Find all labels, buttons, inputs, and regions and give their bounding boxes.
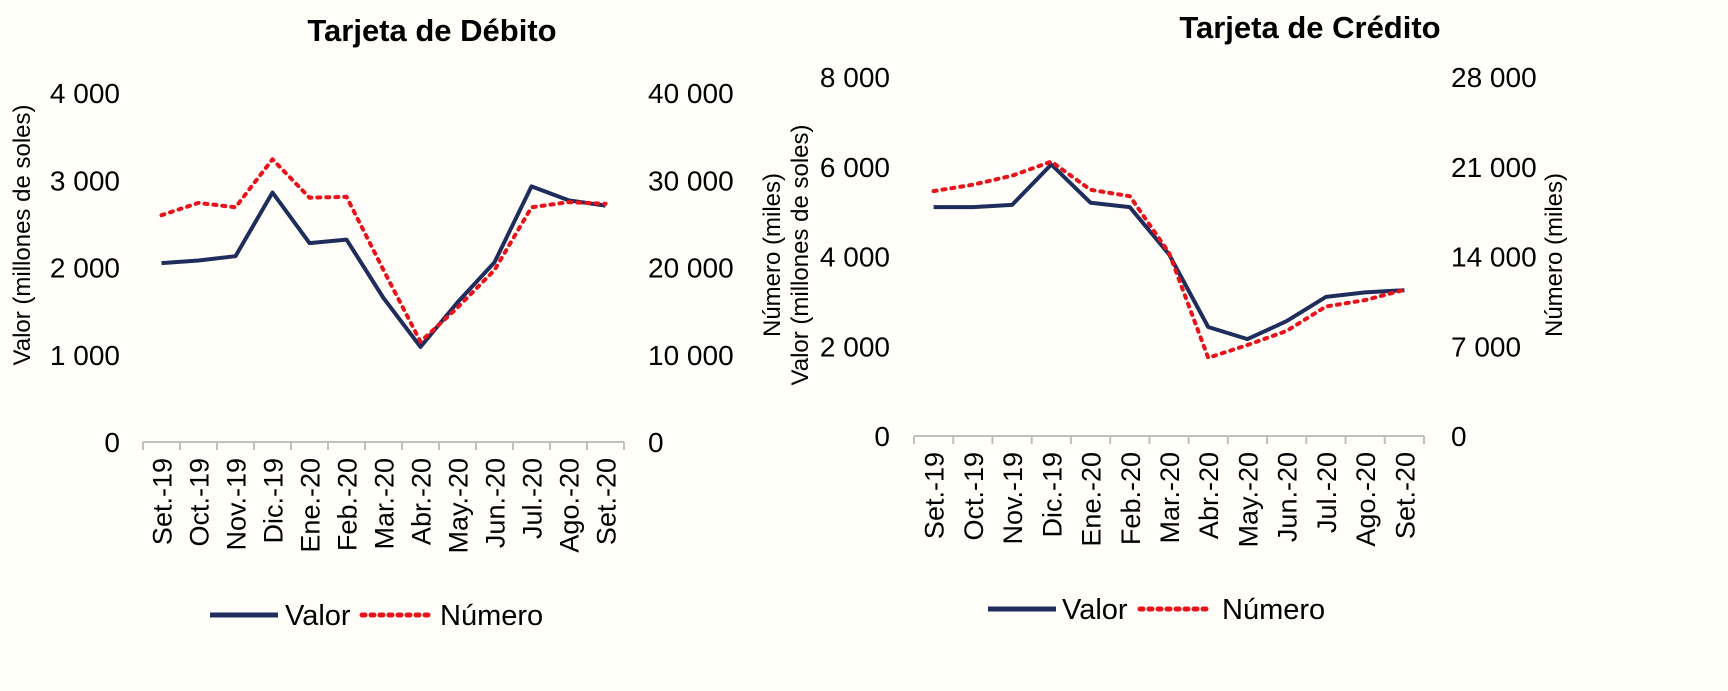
x-tick-label: Ene.-20: [1077, 452, 1107, 547]
y-tick-label: 6 000: [820, 152, 890, 183]
x-tick-label: Mar.-20: [1155, 452, 1185, 544]
y2-tick-label: 0: [648, 427, 664, 458]
x-tick-label: May.-20: [1233, 452, 1263, 548]
x-tick-label: Nov.-19: [998, 452, 1028, 545]
y2-tick-label: 28 000: [1451, 62, 1537, 93]
x-tick-label: Abr.-20: [1194, 452, 1224, 539]
x-tick-label: Jul.-20: [1312, 452, 1342, 533]
x-tick-label: Nov.-19: [222, 458, 252, 551]
y-tick-label: 4 000: [50, 78, 120, 109]
x-tick-label: Feb.-20: [333, 458, 363, 551]
x-tick-label: Abr.-20: [407, 458, 437, 545]
x-tick-label: Mar.-20: [370, 458, 400, 550]
x-tick-label: Ene.-20: [296, 458, 326, 553]
y2-tick-label: 14 000: [1451, 242, 1537, 273]
y2-tick-label: 0: [1451, 421, 1467, 452]
chart-title: Tarjeta de Crédito: [1179, 10, 1440, 45]
x-tick-label: Feb.-20: [1116, 452, 1146, 545]
y2-tick-label: 30 000: [648, 165, 734, 196]
y-tick-label: 3 000: [50, 165, 120, 196]
y2-tick-label: 7 000: [1451, 331, 1521, 362]
y-axis-title: Valor (millones de soles): [787, 125, 814, 386]
x-tick-label: Jun.-20: [1273, 452, 1303, 542]
y2-tick-label: 10 000: [648, 340, 734, 371]
legend-label-numero: Número: [1222, 594, 1325, 626]
legend-label-valor: Valor: [285, 600, 351, 632]
x-tick-label: Ago.-20: [1351, 452, 1381, 547]
y-tick-label: 0: [104, 427, 120, 458]
chart-title: Tarjeta de Débito: [307, 13, 556, 48]
credit-card-chart: Tarjeta de Crédito 0 2 000 4 000 6 000 8 000…: [787, 10, 1568, 626]
x-tick-label: Jun.-20: [481, 458, 511, 548]
series-line-numero: [159, 157, 608, 344]
y-tick-label: 0: [874, 421, 890, 452]
x-tick-label: May.-20: [444, 458, 474, 554]
y2-tick-label: 20 000: [648, 253, 734, 284]
y2-tick-label: 40 000: [648, 78, 734, 109]
y-tick-label: 2 000: [820, 331, 890, 362]
x-tick-label: Oct.-19: [959, 452, 989, 541]
x-tick-label: Ago.-20: [555, 458, 585, 553]
legend-label-valor: Valor: [1062, 594, 1128, 626]
legend-label-numero: Número: [440, 600, 543, 632]
x-tick-label: Dic.-19: [1037, 452, 1067, 538]
x-tick-label: Set.-20: [592, 458, 622, 545]
y2-axis-title: Número (miles): [759, 173, 786, 337]
series-line-numero: [931, 159, 1407, 360]
y-tick-label: 4 000: [820, 242, 890, 273]
y-tick-label: 1 000: [50, 340, 120, 371]
x-tick-label: Set.-20: [1390, 452, 1420, 539]
x-tick-label: Oct.-19: [185, 458, 215, 547]
debit-card-chart: Tarjeta de Débito 0 1 000 2 000 3 000 4 000 0…: [9, 13, 786, 632]
y-tick-label: 2 000: [50, 253, 120, 284]
series-line-valor: [161, 184, 606, 349]
x-tick-label: Set.-19: [148, 458, 178, 545]
x-tick-label: Dic.-19: [259, 458, 289, 544]
y-axis-title: Valor (millones de soles): [9, 105, 36, 366]
x-tick-label: Jul.-20: [518, 458, 548, 539]
y2-tick-label: 21 000: [1451, 152, 1537, 183]
y2-axis-title: Número (miles): [1541, 173, 1568, 337]
x-tick-label: Set.-19: [920, 452, 950, 539]
y-tick-label: 8 000: [820, 62, 890, 93]
